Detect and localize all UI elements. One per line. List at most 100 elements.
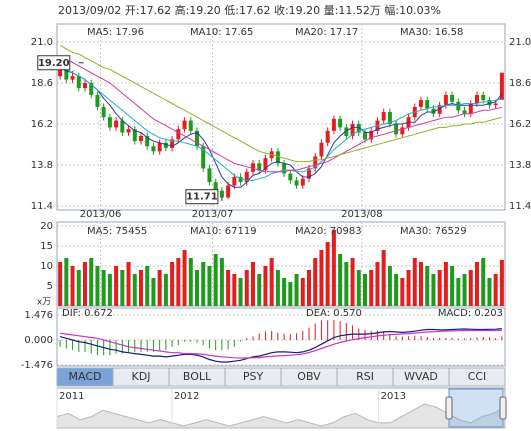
annotation: 11.71 xyxy=(186,192,218,203)
candle-body xyxy=(89,83,94,95)
candle-body xyxy=(288,173,293,181)
candle-body xyxy=(468,103,473,114)
volume-bar xyxy=(294,274,299,306)
candle-body xyxy=(101,106,106,118)
volume-bar xyxy=(481,258,486,306)
candle-body xyxy=(313,156,318,169)
candle-body xyxy=(275,151,280,164)
tab-label[interactable]: MACD xyxy=(69,370,102,383)
y-unit: x万 xyxy=(37,298,51,308)
candle-body xyxy=(350,124,355,136)
candle-body xyxy=(325,130,330,143)
y-tick-label-right: 18.6 xyxy=(509,78,531,89)
volume-bar xyxy=(213,254,218,306)
volume-bar xyxy=(300,278,305,306)
candle-body xyxy=(132,129,137,142)
y-tick-label: 5 xyxy=(47,281,53,292)
tab-label[interactable]: KDJ xyxy=(132,370,151,383)
annotation-box xyxy=(37,55,71,71)
candle-body xyxy=(232,176,237,186)
candle-body xyxy=(338,118,343,128)
candle-body xyxy=(176,129,181,140)
volume-bar xyxy=(356,270,361,306)
candle-body xyxy=(400,127,405,135)
candle-body xyxy=(58,69,63,77)
y-tick-label: 18.6 xyxy=(31,78,53,89)
navigator-handle[interactable] xyxy=(445,396,453,420)
navigator-label: 2012 xyxy=(174,391,199,402)
candle-body xyxy=(257,163,262,171)
volume-bar xyxy=(219,258,224,306)
volume-bar xyxy=(425,266,430,306)
tab-label[interactable]: BOLL xyxy=(183,370,212,383)
candle-body xyxy=(294,180,299,186)
legend-entry: MA10: 67119 xyxy=(190,226,257,237)
volume-bar xyxy=(151,278,156,306)
volume-bar xyxy=(450,266,455,306)
volume-bar xyxy=(307,270,311,306)
volume-bar xyxy=(145,266,150,306)
candle-body xyxy=(450,94,455,102)
candle-body xyxy=(282,163,287,174)
volume-bar xyxy=(83,262,87,306)
volume-bar xyxy=(89,258,94,306)
volume-bar xyxy=(201,262,206,306)
volume-bar xyxy=(139,270,143,306)
candle-body xyxy=(319,142,324,157)
ma-line xyxy=(59,67,503,188)
tab[interactable] xyxy=(448,367,506,387)
volume-bar xyxy=(363,274,367,306)
candle-body xyxy=(331,118,336,131)
volume-bar xyxy=(251,262,255,306)
y-tick-label: 16.2 xyxy=(31,119,53,130)
volume-bar xyxy=(325,242,330,306)
volume-bar xyxy=(257,274,262,306)
navigator-handle[interactable] xyxy=(499,396,507,420)
volume-bar xyxy=(381,250,386,306)
candle-body xyxy=(207,168,212,183)
candle-body xyxy=(70,76,75,80)
volume-bar xyxy=(437,270,442,306)
candle-body xyxy=(120,120,125,133)
tab-label[interactable]: RSI xyxy=(356,370,374,383)
y-tick-label: 21.0 xyxy=(31,37,53,48)
tab-label[interactable]: CCI xyxy=(468,370,487,383)
volume-bar xyxy=(400,278,405,306)
legend-entry: MA10: 17.65 xyxy=(190,27,253,38)
volume-bar xyxy=(406,270,411,306)
y-tick-label-right: 13.8 xyxy=(509,160,531,171)
candle-body xyxy=(226,185,231,198)
candle-body xyxy=(344,127,349,136)
navigator-window[interactable] xyxy=(448,388,504,428)
candle-body xyxy=(213,182,218,191)
volume-bar xyxy=(338,254,343,306)
candle-body xyxy=(487,100,492,106)
ma-line xyxy=(59,55,502,173)
volume-panel xyxy=(56,221,506,307)
volume-bar xyxy=(163,274,168,306)
navigator-label: 2013 xyxy=(381,391,406,402)
tab-label[interactable]: OBV xyxy=(297,370,321,383)
volume-bar xyxy=(238,278,243,306)
volume-bar xyxy=(126,262,131,306)
volume-bar xyxy=(499,259,504,306)
candle-body xyxy=(188,120,193,131)
candle-body xyxy=(151,146,156,152)
volume-bar xyxy=(263,266,268,306)
volume-bar xyxy=(419,262,423,306)
legend-entry: MA30: 16.58 xyxy=(400,27,463,38)
y-tick-label-right: 16.2 xyxy=(509,119,531,130)
candle-body xyxy=(356,124,361,133)
y-tick-label-right: 21.0 xyxy=(509,37,531,48)
tab-label[interactable]: WVAD xyxy=(404,370,438,383)
volume-bar xyxy=(487,278,492,306)
ma-line xyxy=(59,65,502,181)
volume-bar xyxy=(456,278,461,306)
volume-bar xyxy=(394,274,399,306)
candle-body xyxy=(499,72,504,100)
tab-label[interactable]: PSY xyxy=(243,370,264,383)
candle-body xyxy=(163,142,168,148)
legend-entry: MA20: 70983 xyxy=(295,226,362,237)
y-tick-label: -1.476 xyxy=(21,360,53,371)
x-tick-label: 2013/07 xyxy=(192,209,234,220)
